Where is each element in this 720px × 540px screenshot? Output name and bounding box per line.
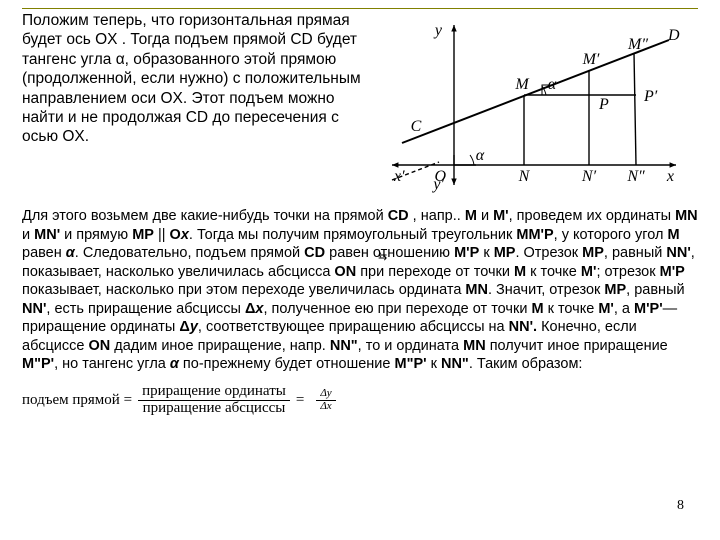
body-paragraph: Для этого возьмем две какие-нибудь точки… bbox=[22, 207, 698, 374]
page-number: 8 bbox=[677, 498, 684, 514]
formula-lhs-text: подъем прямой bbox=[22, 392, 120, 408]
svg-text:x′: x′ bbox=[393, 168, 405, 185]
svg-text:N′: N′ bbox=[581, 168, 597, 185]
formula: подъем прямой = приращение ординаты прир… bbox=[22, 384, 698, 417]
geometry-figure: yy′xx′OCDMM′M″PP′NN′N″αα bbox=[384, 11, 698, 205]
svg-text:N″: N″ bbox=[626, 168, 645, 185]
svg-text:D: D bbox=[667, 27, 680, 44]
document-top-rule bbox=[22, 8, 698, 9]
svg-text:N: N bbox=[518, 168, 531, 185]
intro-paragraph: Положим теперь, что горизонтальная пряма… bbox=[22, 11, 374, 205]
svg-text:M: M bbox=[514, 76, 530, 93]
svg-text:y: y bbox=[433, 22, 443, 39]
equals-sign: = bbox=[296, 392, 304, 409]
intro-block: Положим теперь, что горизонтальная пряма… bbox=[22, 11, 698, 205]
frac-num: приращение ординаты bbox=[138, 384, 290, 401]
formula-fraction-words: приращение ординаты приращение абсциссы bbox=[138, 384, 290, 417]
svg-text:M′: M′ bbox=[582, 51, 600, 68]
svg-text:P′: P′ bbox=[643, 88, 658, 105]
formula-lhs: подъем прямой = bbox=[22, 392, 132, 409]
frac-dx: Δx bbox=[316, 401, 335, 413]
svg-text:P: P bbox=[598, 96, 609, 113]
svg-text:x: x bbox=[666, 168, 674, 185]
svg-text:C: C bbox=[411, 118, 422, 135]
svg-text:α: α bbox=[476, 147, 485, 164]
svg-text:O: O bbox=[434, 168, 446, 185]
svg-text:α: α bbox=[548, 76, 557, 93]
formula-fraction-deltas: Δy Δx bbox=[316, 388, 335, 412]
frac-dy: Δy bbox=[316, 388, 335, 401]
frac-den: приращение абсциссы bbox=[139, 401, 290, 417]
svg-text:M″: M″ bbox=[627, 36, 648, 53]
overlay-glyph: ⇆ bbox=[378, 250, 387, 263]
